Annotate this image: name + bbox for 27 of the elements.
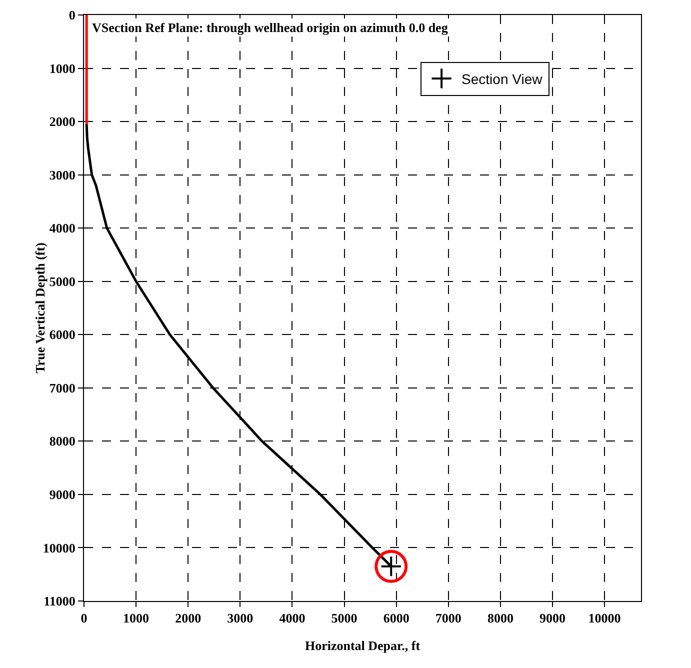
y-tick-label: 7000 — [49, 380, 76, 396]
y-tick-label: 5000 — [49, 274, 76, 289]
y-tick-label: 4000 — [49, 220, 76, 236]
x-tick-label: 3000 — [227, 610, 254, 626]
x-tick-label: 2000 — [175, 610, 202, 626]
y-tick-label: 3000 — [49, 167, 76, 182]
legend-label: Section View — [462, 70, 544, 87]
y-tick-label: 1000 — [49, 60, 76, 76]
y-tick-label: 2000 — [49, 114, 76, 130]
x-tick-label: 4000 — [279, 610, 306, 626]
x-tick-label: 0 — [80, 610, 88, 626]
y-tick-label: 6000 — [49, 327, 76, 342]
x-tick-label: 1000 — [123, 610, 150, 626]
x-axis-title: Horizontal Depar., ft — [304, 638, 421, 653]
y-tick-label: 10000 — [42, 540, 76, 556]
x-tick-label: 6000 — [383, 610, 410, 626]
x-tick-label: 9000 — [540, 610, 566, 626]
x-tick-label: 7000 — [435, 610, 462, 626]
x-tick-label: 8000 — [487, 610, 514, 626]
x-tick-label: 10000 — [588, 610, 621, 626]
annotation: VSection Ref Plane: through wellhead origin on azimuth 0.0 deg — [92, 20, 448, 35]
x-tick-label: 5000 — [331, 610, 358, 626]
y-tick-label: 0 — [68, 8, 76, 23]
y-tick-label: 9000 — [49, 487, 76, 502]
y-axis-title: True Vertical Depth (ft) — [32, 242, 48, 374]
y-tick-label: 11000 — [44, 594, 76, 609]
y-tick-label: 8000 — [49, 434, 76, 449]
